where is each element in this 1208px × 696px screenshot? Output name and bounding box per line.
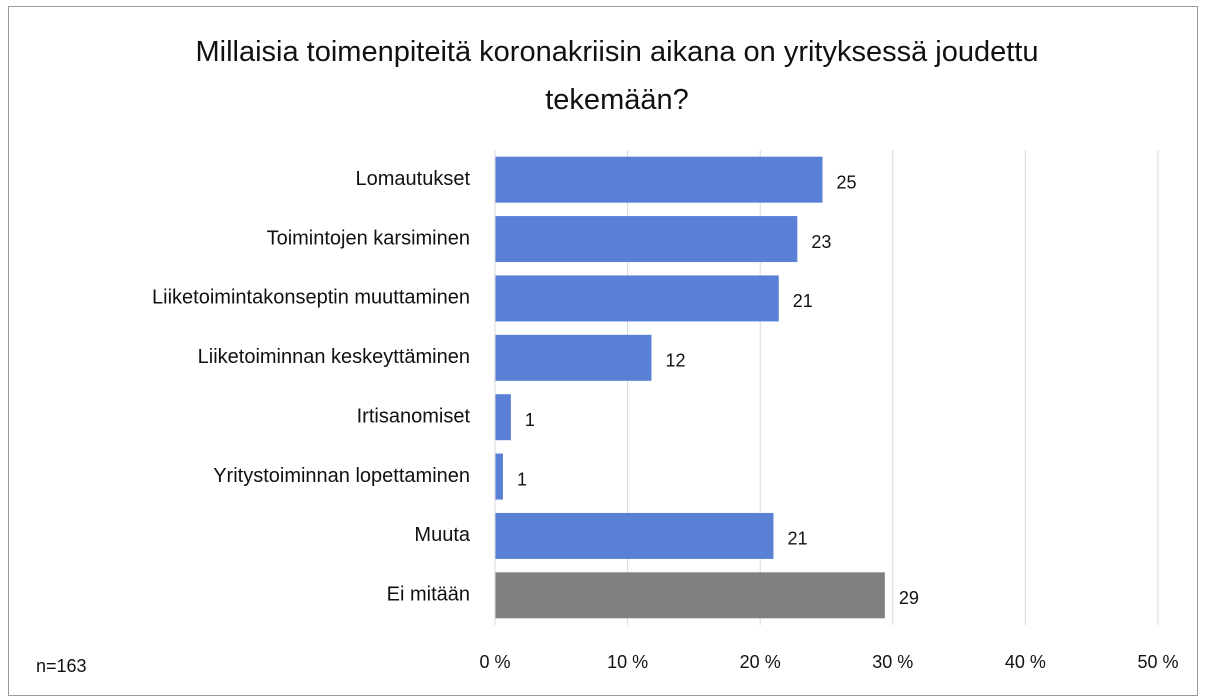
- y-tick-label: Yritystoiminnan lopettaminen: [213, 465, 470, 487]
- x-tick-label: 20 %: [740, 652, 781, 672]
- x-tick-label: 0 %: [479, 652, 510, 672]
- data-label: 1: [517, 469, 527, 489]
- x-tick-label: 30 %: [872, 652, 913, 672]
- bar: [495, 216, 798, 263]
- data-label: 1: [525, 410, 535, 430]
- y-tick-label: Lomautukset: [355, 168, 470, 190]
- x-tick-label: 40 %: [1005, 652, 1046, 672]
- y-tick-label: Muuta: [414, 524, 470, 546]
- y-tick-label: Liiketoimintakonseptin muuttaminen: [152, 287, 470, 309]
- y-tick-label: Liiketoiminnan keskeyttäminen: [198, 346, 470, 368]
- bar: [495, 394, 511, 441]
- data-label: 21: [793, 291, 813, 311]
- data-label: 25: [837, 172, 857, 192]
- y-tick-label: Ei mitään: [387, 584, 470, 606]
- bar: [495, 453, 503, 500]
- bar: [495, 156, 823, 203]
- sample-size-note: n=163: [36, 656, 87, 676]
- bar: [495, 275, 779, 322]
- y-tick-label: Irtisanomiset: [357, 405, 471, 427]
- data-label: 12: [665, 351, 685, 371]
- x-tick-label: 50 %: [1137, 652, 1178, 672]
- y-tick-label: Toimintojen karsiminen: [267, 227, 470, 249]
- data-label: 29: [899, 588, 919, 608]
- x-tick-label: 10 %: [607, 652, 648, 672]
- data-label: 23: [811, 232, 831, 252]
- bar: [495, 572, 885, 619]
- bar: [495, 334, 652, 381]
- chart-title: Millaisia toimenpiteitä koronakriisin ai…: [195, 36, 1039, 116]
- data-label: 21: [787, 529, 807, 549]
- bar: [495, 512, 774, 559]
